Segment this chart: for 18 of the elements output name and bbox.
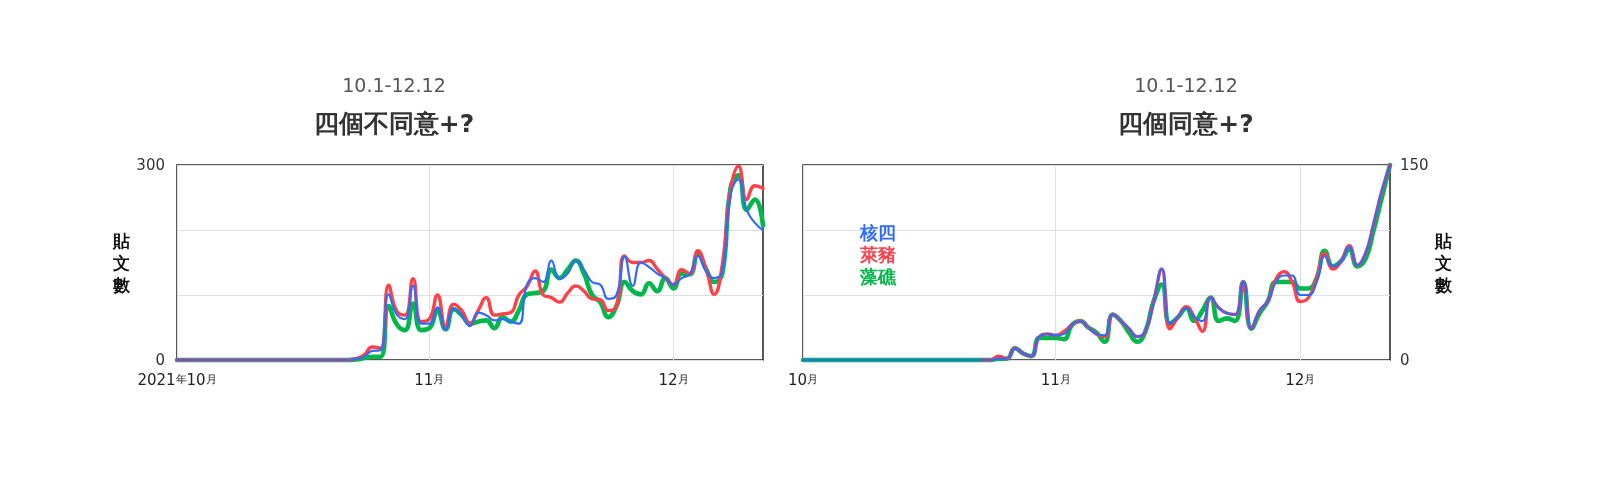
x-tick-label: 11月 — [1040, 370, 1071, 389]
text: 萊豬 — [859, 243, 896, 265]
text: 核四 — [859, 221, 896, 243]
chart-subtitle: 10.1-12.12 — [1134, 73, 1238, 96]
y2-axis-title: 貼文數 — [1433, 230, 1453, 295]
y2-tick-label: 0 — [1400, 351, 1410, 369]
y-axis-title: 貼文數 — [112, 230, 132, 295]
x-tick-label: 2021年10月 — [137, 370, 217, 389]
x-tick-label: 12月 — [1285, 370, 1316, 389]
x-tick-label: 12月 — [658, 370, 689, 389]
chart-title: 四個不同意+? — [313, 109, 475, 138]
x-tick-label: 10月 — [787, 370, 819, 389]
text: 藻礁 — [859, 265, 897, 287]
y2-tick-label: 150 — [1400, 156, 1429, 174]
chart-subtitle: 10.1-12.12 — [342, 73, 446, 96]
chart-title: 四個同意+? — [1118, 109, 1254, 138]
x-tick-label: 11月 — [414, 370, 445, 389]
y-tick-label: 300 — [136, 156, 165, 174]
